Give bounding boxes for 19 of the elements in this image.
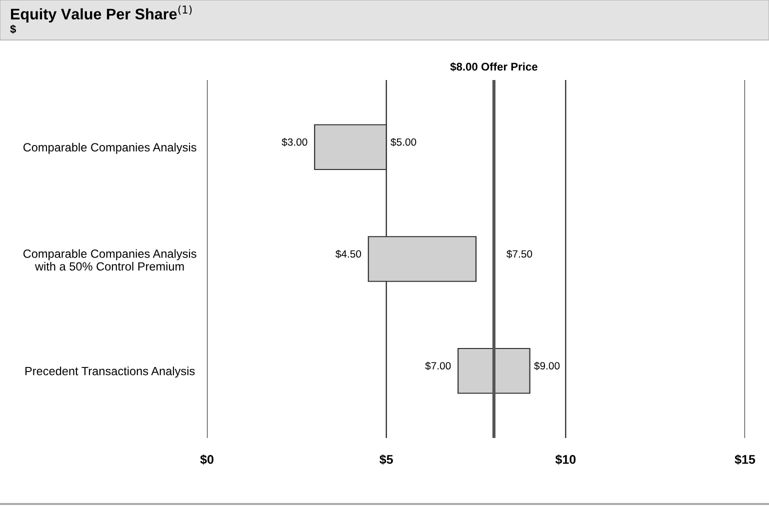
annotation: $7.00	[425, 362, 451, 370]
annotation: $7.50	[506, 250, 532, 258]
y-tick-label: Precedent Transactions Analysis	[25, 366, 195, 378]
chart-title: Equity Value Per Share$^{(1)}$	[11, 5, 192, 22]
annotation: $3.00	[282, 138, 308, 146]
y-tick-label: Comparable Companies Analysis	[23, 142, 196, 154]
bar	[368, 236, 477, 282]
bar	[458, 348, 530, 394]
x-tick-label: $15	[734, 454, 756, 465]
y-tick-label: Comparable Companies Analysis with a 50% Control Premium	[23, 249, 196, 271]
bar	[314, 124, 387, 170]
x-tick-label: $0	[200, 454, 214, 465]
annotation: $9.00	[534, 362, 560, 370]
x-tick-label: $5	[380, 454, 393, 465]
text: $	[10, 24, 16, 34]
x-tick-label: $10	[555, 454, 576, 465]
ref-line-label: $8.00 Offer Price	[450, 62, 538, 72]
annotation: $4.50	[336, 250, 362, 258]
annotation: $5.00	[390, 138, 416, 146]
